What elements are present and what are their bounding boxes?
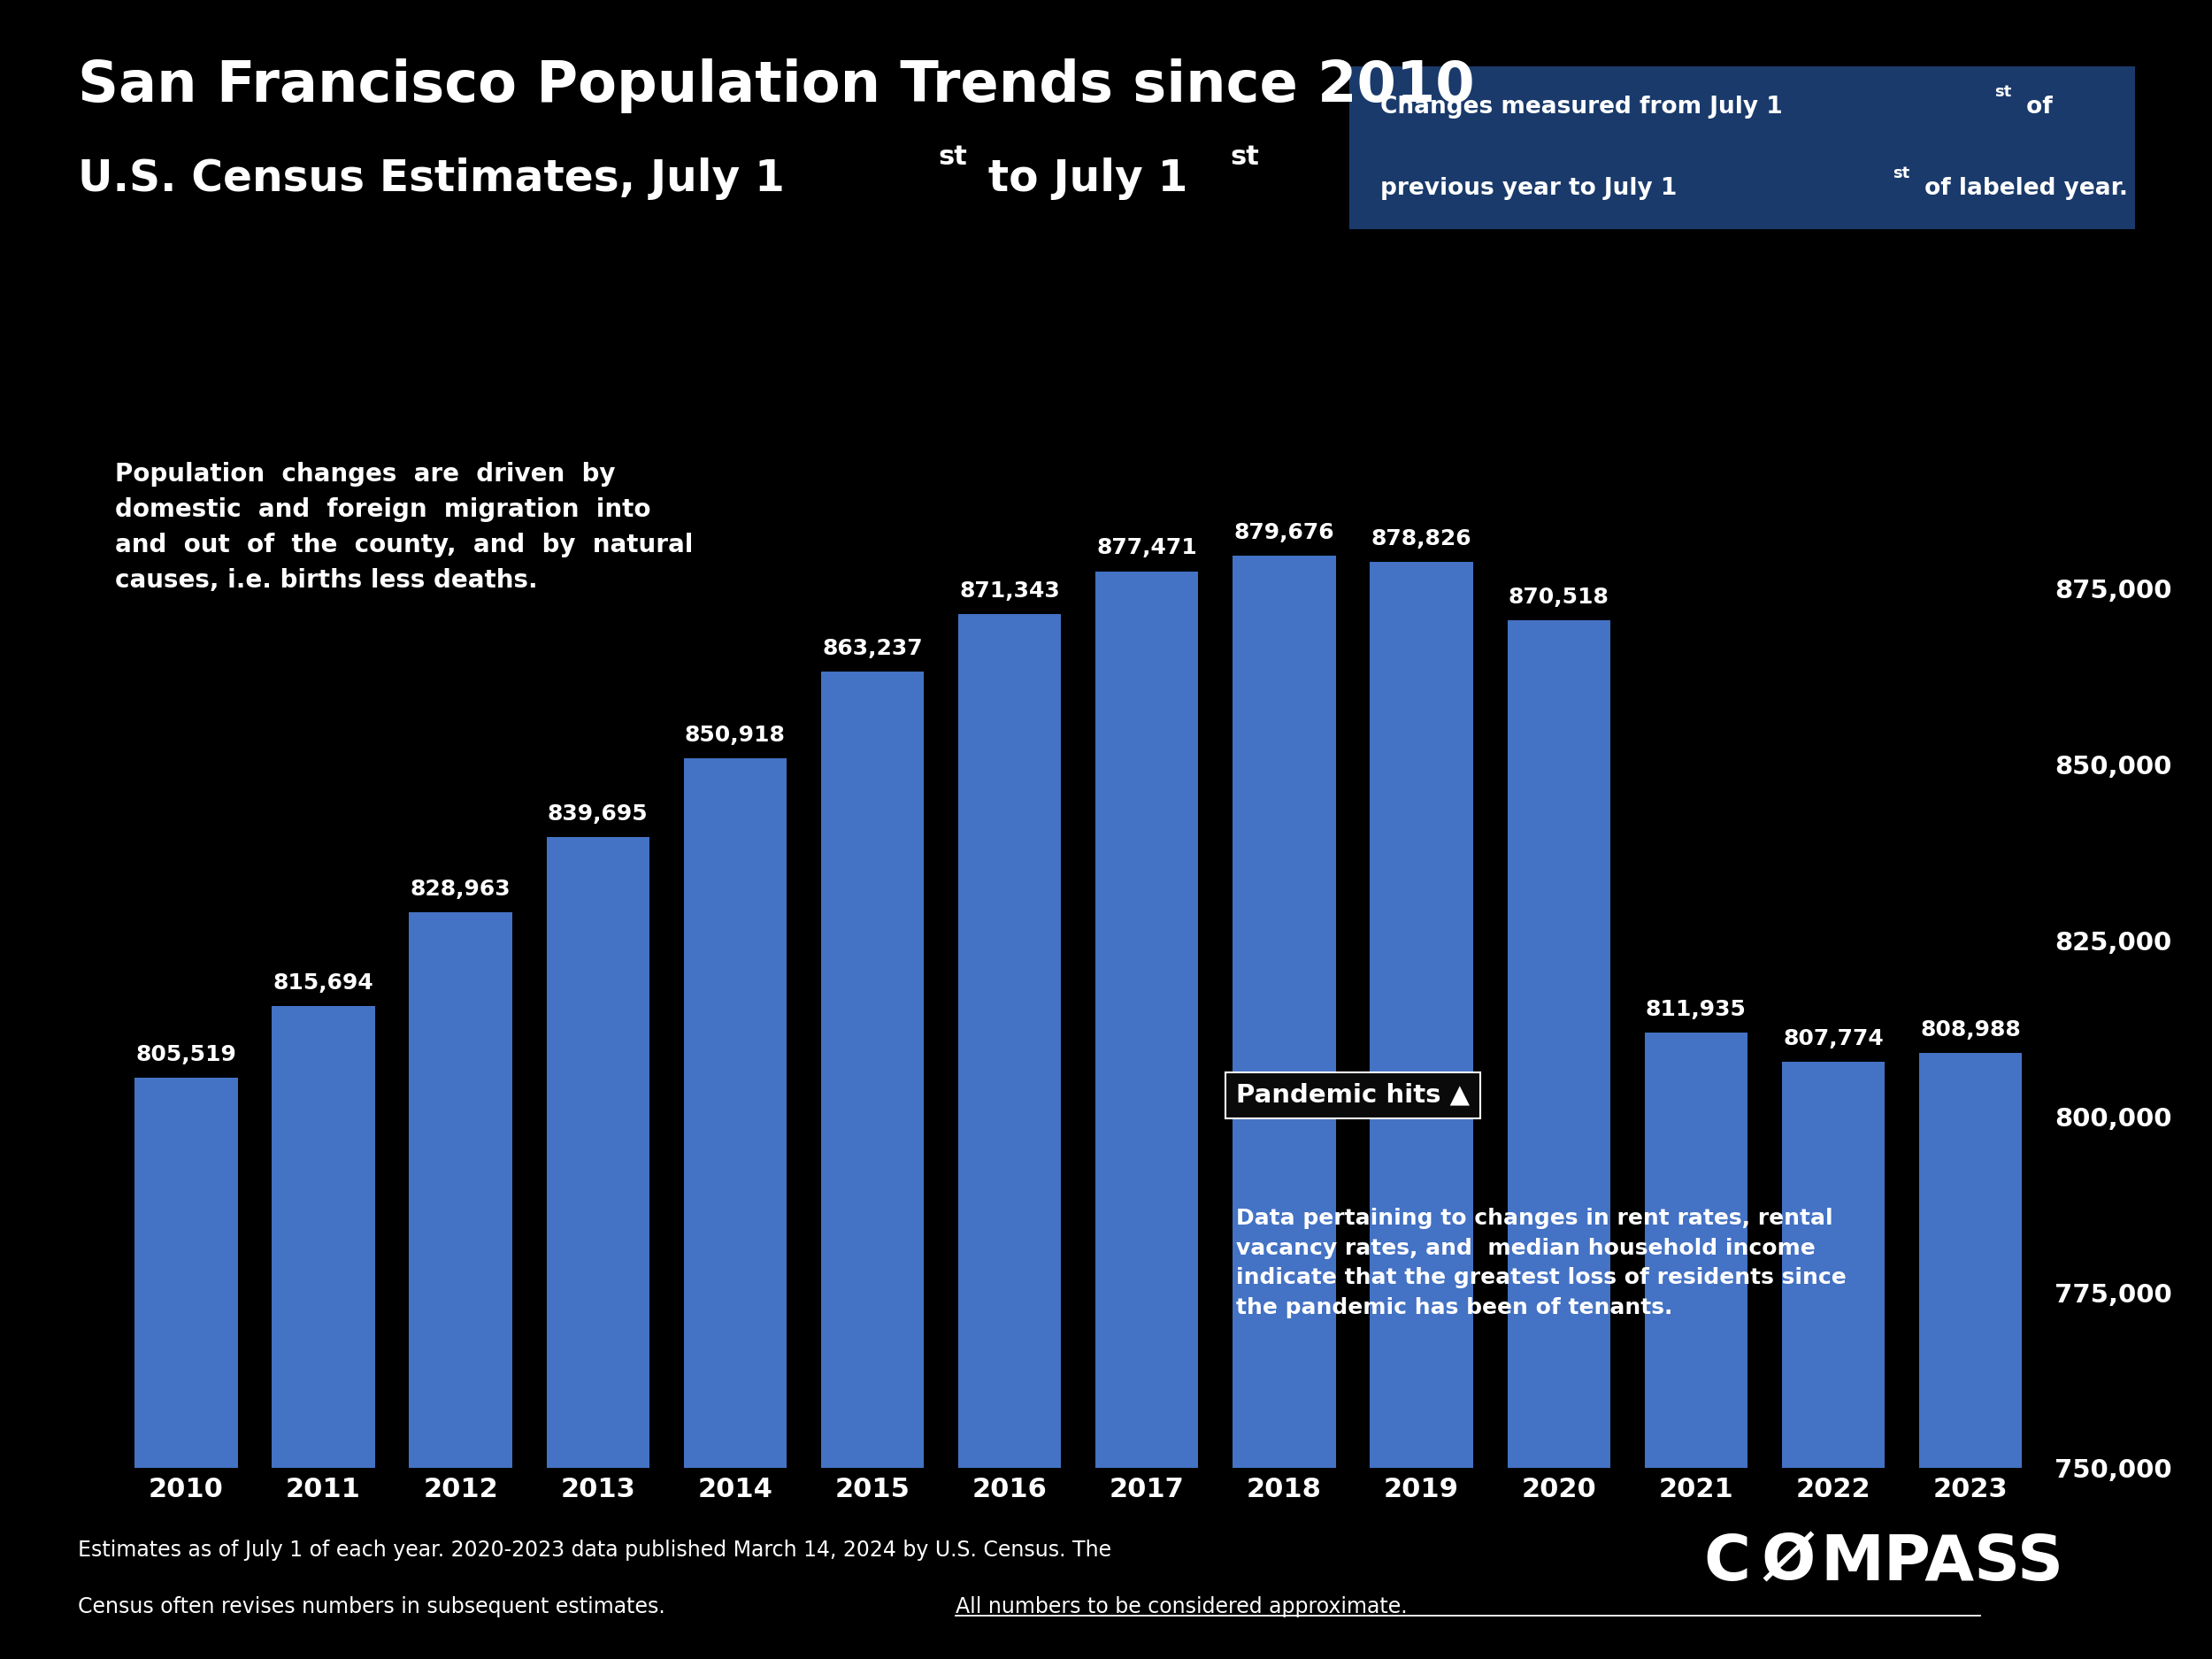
Text: 877,471: 877,471 bbox=[1097, 538, 1197, 559]
Text: Census often revises numbers in subsequent estimates.: Census often revises numbers in subseque… bbox=[77, 1596, 677, 1618]
Bar bbox=[684, 758, 787, 1659]
Text: 850,918: 850,918 bbox=[686, 725, 785, 745]
Text: Ø: Ø bbox=[1761, 1533, 1816, 1593]
Text: Estimates as of July 1 of each year. 2020-2023 data published March 14, 2024 by : Estimates as of July 1 of each year. 202… bbox=[77, 1540, 1110, 1561]
Bar bbox=[135, 1078, 237, 1659]
Bar bbox=[1506, 620, 1610, 1659]
Text: st: st bbox=[1995, 85, 2013, 100]
Text: previous year to July 1: previous year to July 1 bbox=[1380, 178, 1677, 199]
Text: st: st bbox=[1230, 144, 1259, 169]
Text: Data pertaining to changes in rent rates, rental
vacancy rates, and  median hous: Data pertaining to changes in rent rates… bbox=[1237, 1208, 1847, 1317]
Bar bbox=[821, 672, 925, 1659]
Text: 808,988: 808,988 bbox=[1920, 1019, 2022, 1040]
Text: st: st bbox=[938, 144, 967, 169]
Text: 879,676: 879,676 bbox=[1234, 523, 1334, 542]
Text: C: C bbox=[1703, 1533, 1750, 1593]
Bar bbox=[1783, 1062, 1885, 1659]
Text: of labeled year.: of labeled year. bbox=[1916, 178, 2128, 199]
Bar bbox=[958, 614, 1062, 1659]
Text: 828,963: 828,963 bbox=[411, 879, 511, 899]
Text: 839,695: 839,695 bbox=[549, 803, 648, 825]
Text: Population  changes  are  driven  by
domestic  and  foreign  migration  into
and: Population changes are driven by domesti… bbox=[115, 461, 692, 594]
Bar bbox=[1232, 556, 1336, 1659]
Text: to July 1: to July 1 bbox=[973, 158, 1188, 201]
Text: 870,518: 870,518 bbox=[1509, 586, 1608, 607]
Text: Pandemic hits ▲: Pandemic hits ▲ bbox=[1237, 1083, 1469, 1108]
Text: 863,237: 863,237 bbox=[823, 637, 922, 659]
Text: 871,343: 871,343 bbox=[960, 581, 1060, 602]
Bar bbox=[272, 1005, 374, 1659]
Text: 878,826: 878,826 bbox=[1371, 528, 1471, 549]
Text: Changes measured from July 1: Changes measured from July 1 bbox=[1380, 96, 1783, 118]
Text: 807,774: 807,774 bbox=[1783, 1029, 1885, 1048]
Bar bbox=[1369, 562, 1473, 1659]
Text: of: of bbox=[2017, 96, 2053, 118]
Text: U.S. Census Estimates, July 1: U.S. Census Estimates, July 1 bbox=[77, 158, 785, 201]
Text: MPASS: MPASS bbox=[1820, 1533, 2064, 1593]
Bar bbox=[1095, 571, 1199, 1659]
Bar bbox=[1644, 1032, 1747, 1659]
Text: San Francisco Population Trends since 2010: San Francisco Population Trends since 20… bbox=[77, 58, 1473, 113]
Text: 805,519: 805,519 bbox=[135, 1044, 237, 1065]
Text: 815,694: 815,694 bbox=[272, 972, 374, 994]
Text: All numbers to be considered approximate.: All numbers to be considered approximate… bbox=[956, 1596, 1407, 1618]
Text: 811,935: 811,935 bbox=[1646, 999, 1747, 1020]
Text: st: st bbox=[1893, 166, 1909, 181]
Bar bbox=[409, 912, 513, 1659]
Bar bbox=[1920, 1053, 2022, 1659]
Bar bbox=[546, 838, 650, 1659]
